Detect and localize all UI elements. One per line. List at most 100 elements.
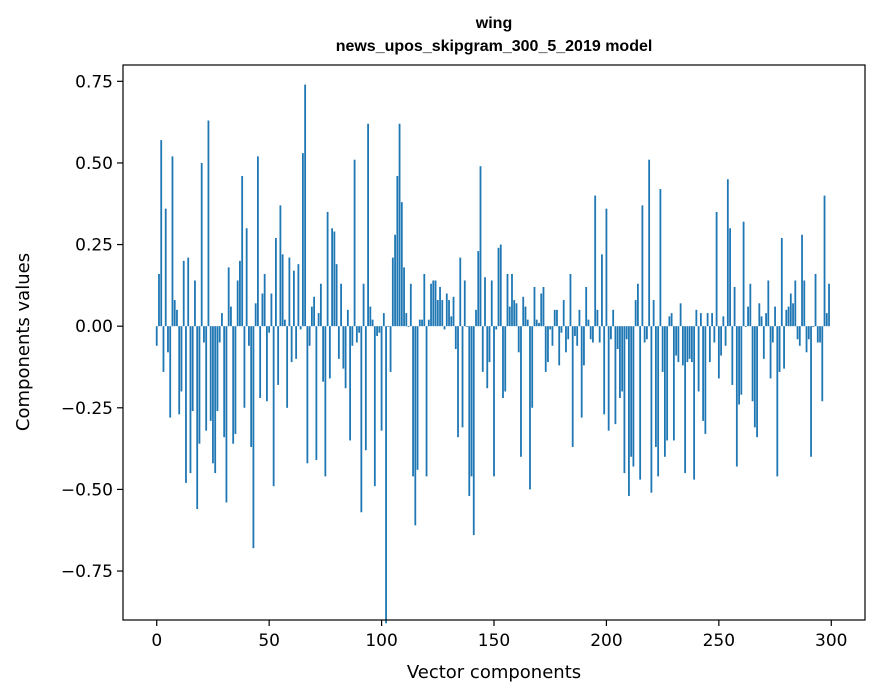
bar-275 — [774, 306, 776, 327]
bar-158 — [511, 273, 513, 327]
bar-124 — [434, 280, 437, 327]
bar-181 — [562, 300, 565, 327]
bar-127 — [441, 300, 444, 327]
bar-79 — [333, 231, 336, 327]
y-tick-label-0: −0.75 — [61, 562, 113, 582]
x-tick-label-50: 50 — [258, 631, 280, 651]
bar-109 — [400, 202, 403, 327]
bar-296 — [821, 326, 824, 402]
bar-218 — [646, 326, 648, 340]
bar-143 — [477, 251, 480, 327]
bar-67 — [306, 326, 309, 464]
bar-56 — [281, 254, 284, 327]
bar-258 — [735, 326, 738, 467]
bar-177 — [553, 309, 556, 327]
bar-164 — [524, 306, 527, 327]
bar-284 — [794, 280, 797, 327]
bar-2 — [160, 140, 163, 327]
bar-102 — [385, 326, 387, 624]
y-tick-label-3: 0.00 — [75, 317, 113, 337]
bar-236 — [686, 326, 689, 363]
bar-112 — [407, 326, 410, 327]
bar-104 — [389, 326, 392, 372]
bar-133 — [454, 326, 457, 350]
bar-189 — [580, 326, 583, 418]
bar-197 — [598, 326, 601, 343]
x-tick-label-200: 200 — [590, 631, 622, 651]
bar-172 — [542, 287, 545, 327]
bar-190 — [583, 326, 585, 366]
bar-49 — [266, 326, 268, 402]
bar-277 — [778, 326, 781, 372]
bar-130 — [448, 300, 450, 327]
bar-75 — [324, 326, 327, 477]
bar-108 — [398, 123, 401, 327]
bar-211 — [630, 326, 633, 457]
bar-229 — [670, 313, 673, 327]
bar-65 — [301, 153, 304, 327]
bar-126 — [439, 287, 441, 327]
bar-99 — [378, 326, 381, 333]
bar-192 — [587, 319, 590, 327]
bar-128 — [443, 326, 446, 330]
bar-142 — [475, 309, 477, 327]
y-tick-label-1: −0.50 — [61, 480, 113, 500]
bar-166 — [529, 326, 531, 490]
bar-14 — [187, 257, 190, 327]
bar-96 — [371, 319, 374, 327]
bar-111 — [405, 313, 408, 327]
bar-247 — [711, 313, 713, 327]
bar-183 — [567, 326, 570, 340]
bar-157 — [508, 306, 511, 327]
bar-30 — [223, 326, 226, 438]
bar-298 — [825, 313, 828, 327]
bar-41 — [248, 326, 250, 346]
bar-61 — [292, 270, 295, 327]
bar-152 — [497, 247, 500, 327]
bar-132 — [452, 296, 455, 327]
bar-219 — [648, 159, 651, 327]
bar-38 — [241, 176, 244, 327]
bar-58 — [286, 326, 289, 408]
bar-293 — [814, 273, 817, 327]
bar-12 — [182, 260, 185, 327]
bar-265 — [751, 326, 754, 402]
bar-199 — [603, 326, 606, 415]
bar-282 — [789, 293, 792, 327]
y-tick-label-6: 0.75 — [75, 72, 113, 92]
bar-106 — [394, 234, 396, 327]
bar-148 — [488, 326, 491, 363]
bar-100 — [380, 326, 383, 431]
bar-201 — [607, 326, 610, 431]
bar-110 — [403, 267, 405, 327]
bar-220 — [650, 326, 653, 493]
bar-160 — [515, 303, 518, 327]
x-tick-label-250: 250 — [703, 631, 735, 651]
bar-202 — [610, 326, 612, 340]
bar-255 — [729, 228, 731, 327]
bar-5 — [167, 326, 169, 353]
bar-98 — [376, 326, 378, 336]
bar-19 — [198, 326, 201, 444]
bar-54 — [277, 326, 280, 385]
bar-168 — [533, 287, 536, 327]
bar-29 — [221, 313, 223, 327]
bar-0 — [155, 326, 158, 346]
bar-225 — [661, 326, 664, 372]
bar-136 — [461, 326, 464, 428]
bar-45 — [257, 156, 259, 327]
bar-179 — [558, 326, 561, 366]
bar-95 — [369, 306, 372, 327]
bar-76 — [326, 211, 329, 327]
bar-230 — [672, 326, 675, 441]
bar-170 — [538, 322, 540, 327]
bar-131 — [450, 316, 453, 327]
bar-206 — [619, 326, 621, 398]
bar-137 — [463, 280, 466, 327]
bar-36 — [236, 280, 239, 327]
x-tick-label-0: 0 — [151, 631, 162, 651]
y-tick-label-4: 0.25 — [75, 236, 113, 256]
bar-113 — [409, 283, 412, 327]
bar-141 — [472, 326, 475, 536]
bar-252 — [722, 316, 725, 327]
